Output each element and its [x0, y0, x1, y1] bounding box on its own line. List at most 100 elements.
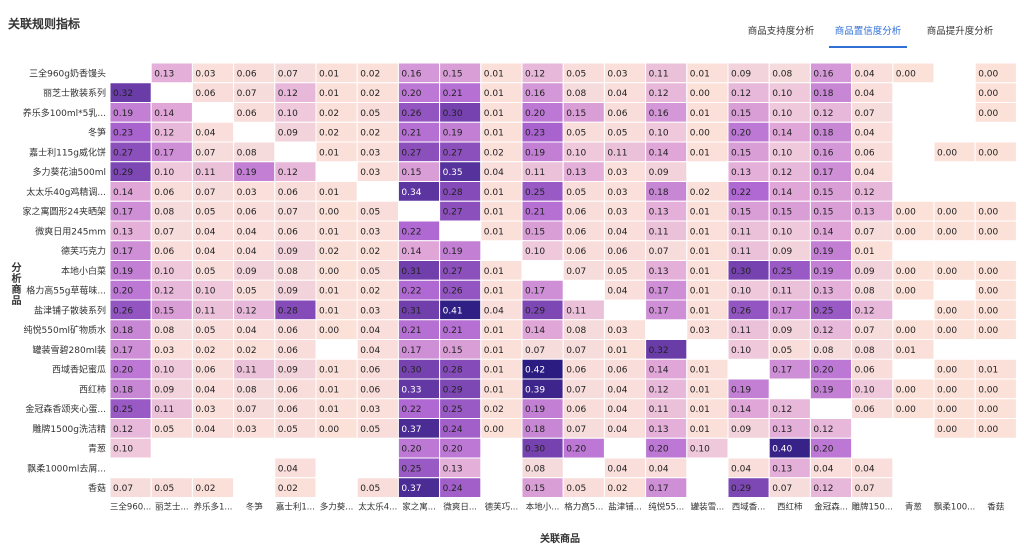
cell-value-label: 0.02 [360, 69, 380, 79]
cell-value-label: 0.07 [855, 326, 875, 336]
cell-value-label: 0.04 [195, 129, 215, 139]
cell-value-label: 0.02 [319, 109, 339, 119]
cell-value-label: 0.19 [731, 385, 751, 395]
cell-value-label: 0.18 [813, 89, 833, 99]
cell-value-label: 0.00 [937, 425, 957, 435]
cell-value-label: 0.02 [319, 129, 339, 139]
x-tick-label: 嘉士利1... [276, 502, 315, 513]
cell-value-label: 0.07 [649, 247, 669, 257]
y-tick-label: 格力高55g草莓味... [26, 285, 106, 297]
cell-value-label: 0.20 [649, 445, 669, 455]
cell-value-label: 0.06 [607, 366, 627, 376]
y-tick-label: 德芙巧克力 [61, 245, 106, 257]
x-tick-label: 冬笋 [246, 502, 264, 513]
cell-value-label: 0.33 [401, 385, 421, 395]
cell-value-label: 0.12 [278, 168, 298, 178]
cell-value-label: 0.19 [813, 247, 833, 257]
cell-value-label: 0.05 [607, 267, 627, 277]
cell-value-label: 0.02 [360, 247, 380, 257]
tab-support-analysis[interactable]: 商品支持度分析 [747, 26, 815, 37]
cell-value-label: 0.14 [772, 129, 792, 139]
cell-value-label: 0.12 [154, 129, 174, 139]
cell-value-label: 0.29 [525, 306, 545, 316]
cell-value-label: 0.20 [525, 109, 545, 119]
cell-value-label: 0.11 [649, 405, 669, 415]
cell-value-label: 0.13 [731, 168, 751, 178]
cell-value-label: 0.15 [813, 208, 833, 218]
cell-value-label: 0.06 [237, 69, 257, 79]
cell-value-label: 0.01 [484, 188, 504, 198]
x-tick-label: 格力高5... [564, 502, 603, 513]
heatmap-cell [274, 477, 317, 498]
cell-value-label: 0.22 [401, 227, 421, 237]
cell-value-label: 0.01 [484, 267, 504, 277]
cell-value-label: 0.03 [360, 306, 380, 316]
cell-value-label: 0.10 [154, 168, 174, 178]
cell-value-label: 0.02 [484, 405, 504, 415]
cell-value-label: 0.01 [855, 247, 875, 257]
cell-value-label: 0.04 [607, 385, 627, 395]
cell-value-label: 0.21 [443, 89, 463, 99]
cell-value-label: 0.06 [566, 366, 586, 376]
cell-value-label: 0.04 [360, 346, 380, 356]
cell-value-label: 0.03 [360, 148, 380, 158]
cell-value-label: 0.00 [937, 267, 957, 277]
cell-value-label: 0.00 [978, 148, 998, 158]
cell-value-label: 0.17 [113, 247, 133, 257]
y-tick-label: 西域香妃蜜瓜 [52, 364, 106, 376]
cell-value-label: 0.09 [649, 168, 669, 178]
cell-value-label: 0.09 [237, 267, 257, 277]
analysis-tabs: 商品支持度分析 商品置信度分析 商品提升度分析 [735, 22, 1015, 48]
cell-value-label: 0.10 [855, 385, 875, 395]
cell-value-label: 0.02 [360, 89, 380, 99]
cell-value-label: 0.27 [113, 148, 133, 158]
cell-value-label: 0.03 [237, 425, 257, 435]
cell-value-label: 0.16 [649, 109, 669, 119]
cell-value-label: 0.05 [154, 425, 174, 435]
cell-value-label: 0.28 [443, 188, 463, 198]
cell-value-label: 0.00 [978, 287, 998, 297]
cell-value-label: 0.13 [772, 425, 792, 435]
tab-lift-analysis[interactable]: 商品提升度分析 [926, 26, 994, 37]
y-tick-label: 盐津铺子散装系列 [34, 304, 106, 316]
y-tick-label: 多力葵花油500ml [33, 166, 106, 178]
cell-value-label: 0.12 [649, 89, 669, 99]
cell-value-label: 0.04 [607, 227, 627, 237]
cell-value-label: 0.04 [607, 89, 627, 99]
cell-value-label: 0.15 [731, 148, 751, 158]
cell-value-label: 0.07 [566, 267, 586, 277]
cell-value-label: 0.01 [319, 148, 339, 158]
cell-value-label: 0.06 [607, 247, 627, 257]
y-tick-label: 西红柿 [79, 383, 106, 395]
cell-value-label: 0.00 [896, 385, 916, 395]
cell-value-label: 0.03 [360, 405, 380, 415]
tab-confidence-analysis[interactable]: 商品置信度分析 [829, 22, 907, 48]
cell-value-label: 0.12 [731, 89, 751, 99]
cell-value-label: 0.15 [443, 69, 463, 79]
cell-value-label: 0.07 [278, 208, 298, 218]
cell-value-label: 0.14 [649, 366, 669, 376]
cell-value-label: 0.06 [855, 366, 875, 376]
cell-value-label: 0.07 [113, 484, 133, 494]
heatmap-cell [191, 477, 235, 498]
cell-value-label: 0.06 [360, 385, 380, 395]
cell-value-label: 0.19 [443, 247, 463, 257]
cell-value-label: 0.06 [278, 405, 298, 415]
heatmap-cell [974, 141, 1017, 163]
cell-value-label: 0.13 [154, 69, 174, 79]
cell-value-label: 0.07 [195, 188, 215, 198]
cell-value-label: 0.01 [690, 425, 710, 435]
cell-value-label: 0.32 [649, 346, 669, 356]
cell-value-label: 0.00 [978, 425, 998, 435]
x-tick-label: 雕牌150... [852, 502, 893, 513]
cell-value-label: 0.05 [607, 129, 627, 139]
cell-value-label: 0.06 [855, 148, 875, 158]
cell-value-label: 0.02 [360, 129, 380, 139]
cell-value-label: 0.02 [690, 188, 710, 198]
cell-value-label: 0.12 [772, 405, 792, 415]
cell-value-label: 0.17 [649, 306, 669, 316]
cell-value-label: 0.27 [443, 267, 463, 277]
cell-value-label: 0.01 [484, 227, 504, 237]
cell-value-label: 0.22 [401, 287, 421, 297]
cell-value-label: 0.12 [237, 306, 257, 316]
